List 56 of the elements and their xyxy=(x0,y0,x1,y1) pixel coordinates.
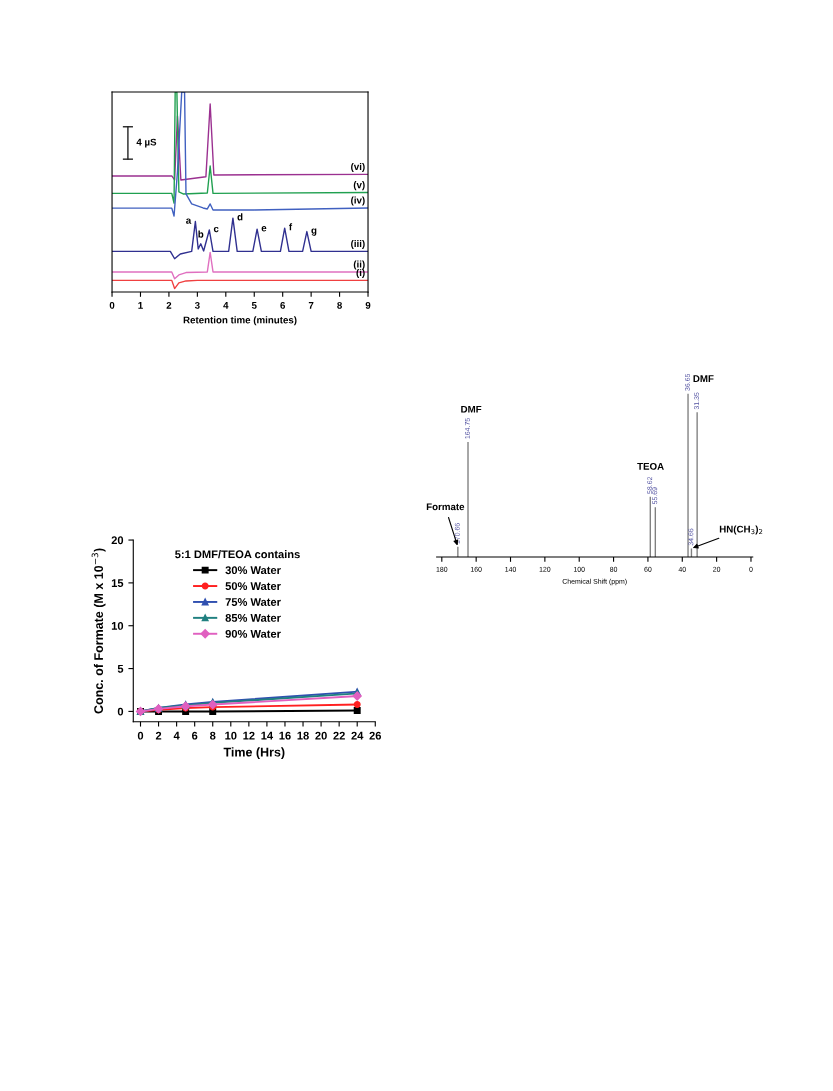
x-tick-label: 4 xyxy=(223,302,229,309)
x-tick-label: 18 xyxy=(297,731,309,740)
legend-label: 50% Water xyxy=(225,582,281,591)
y-tick-label: 0 xyxy=(117,707,124,716)
x-tick-label: 12 xyxy=(243,731,255,740)
x-tick-label: 9 xyxy=(365,301,371,309)
legend-title: 5:1 DMF/TEOA contains xyxy=(175,550,300,559)
x-tick-label: 8 xyxy=(337,301,342,309)
x-tick-label: 8 xyxy=(210,731,216,740)
x-tick-label: 22 xyxy=(333,731,345,740)
y-tick-label: 10 xyxy=(111,622,124,630)
x-tick-label: 14 xyxy=(261,731,274,740)
annotation: d xyxy=(237,213,243,221)
x-tick-label: 4 xyxy=(173,731,180,740)
y-tick-label: 20 xyxy=(111,536,124,545)
series-label: (v) xyxy=(353,181,365,191)
annotation: f xyxy=(289,223,293,231)
annotation: HN(CH$_{3}$)$_{2}$ xyxy=(719,525,763,535)
annotation: 4 µS xyxy=(136,138,157,148)
x-tick-label: 10 xyxy=(225,731,237,740)
x-tick-label: 6 xyxy=(280,301,286,309)
x-tick-label: 7 xyxy=(308,302,314,309)
x-tick-label: 3 xyxy=(194,301,200,309)
annotation: b xyxy=(198,230,204,238)
annotation: e xyxy=(261,226,267,232)
y-tick-label: 15 xyxy=(111,579,124,588)
x-tick-label: 0 xyxy=(137,731,144,740)
text: DMF xyxy=(693,375,714,382)
series-label: (ii) xyxy=(353,260,365,270)
annotation: Formate xyxy=(426,503,465,511)
y-tick-label: 5 xyxy=(117,664,124,673)
annotation: a xyxy=(186,218,192,224)
annotation: TEOA xyxy=(637,462,664,470)
legend-label: 90% Water xyxy=(225,629,281,638)
legend-label: 30% Water xyxy=(225,566,281,575)
annotation: DMF xyxy=(461,405,482,413)
x-tick-label: 1 xyxy=(138,302,143,309)
annotation: c xyxy=(213,226,219,233)
series-label: (vi) xyxy=(351,162,365,172)
x-tick-label: 16 xyxy=(279,731,291,740)
series-label: (i) xyxy=(356,268,365,278)
x-tick-label: 6 xyxy=(192,731,198,740)
legend-label: 85% Water xyxy=(225,613,281,622)
annotation: g xyxy=(311,228,317,236)
x-tick-label: 5 xyxy=(251,302,257,309)
x-tick-label: 26 xyxy=(369,731,382,740)
x-tick-label: 2 xyxy=(155,731,162,740)
x-tick-label: 20 xyxy=(315,731,327,740)
x-tick-label: 24 xyxy=(351,731,364,740)
series-label: (iii) xyxy=(351,239,365,249)
series-label: (iv) xyxy=(351,196,365,206)
x-tick-label: 2 xyxy=(166,301,172,309)
x-axis-title: Retention time (minutes) xyxy=(183,316,297,326)
y-axis-title: Conc. of Formate (M x 10$^{−3}$) xyxy=(91,548,106,714)
x-axis-title: Time (Hrs) xyxy=(223,747,285,759)
legend-label: 75% Water xyxy=(225,598,281,606)
